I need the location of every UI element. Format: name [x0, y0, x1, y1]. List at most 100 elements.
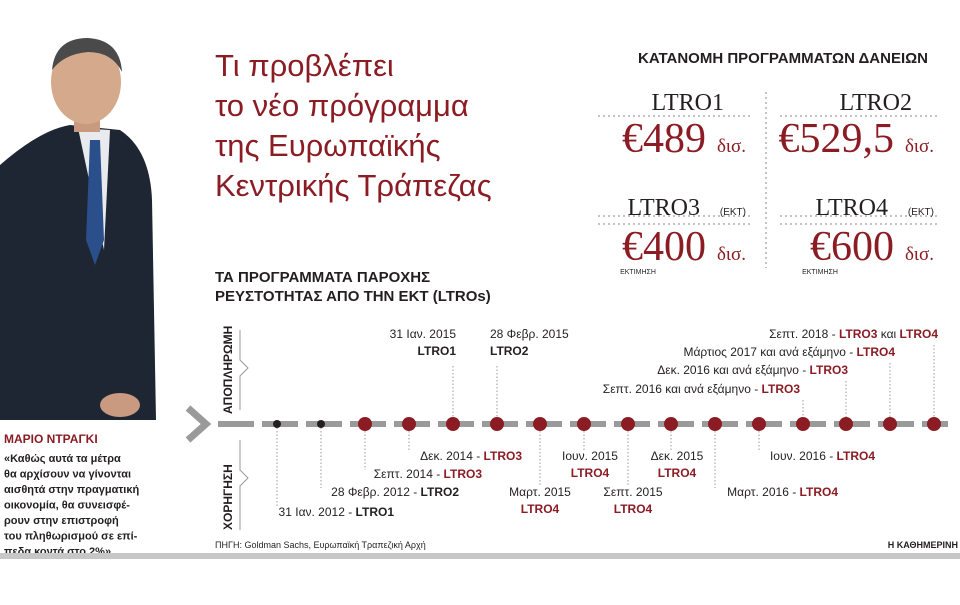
program-name: LTRO1 [652, 90, 724, 116]
label-part: Μάρτιος 2017 και ανά εξάμηνο - [683, 345, 853, 359]
label-part: Σεπτ. 2015 [603, 485, 662, 499]
timeline-label: Μαρτ. 2016 - LTRO4 [727, 485, 838, 499]
program-name: LTRO2 [840, 90, 912, 116]
label-part: LTRO4 [900, 327, 939, 341]
timeline-label: Μάρτιος 2017 και ανά εξάμηνο - LTRO4 [683, 345, 895, 359]
timeline-label: Σεπτ. 2016 και ανά εξάμηνο - LTRO3 [603, 382, 801, 396]
timeline-dot [273, 420, 281, 428]
timeline-label: Δεκ. 2014 - LTRO3 [420, 449, 522, 463]
label-part: Ιουν. 2016 - [770, 449, 833, 463]
timeline-label: LTRO4 [571, 466, 610, 480]
label-part: LTRO4 [521, 502, 560, 516]
timeline-heading: ΡΕΥΣΤΟΤΗΤΑΣ ΑΠΟ ΤΗΝ ΕΚΤ (LTROs) [215, 288, 491, 305]
label-part: LTRO2 [421, 485, 460, 499]
timeline-label: Σεπτ. 2014 - LTRO3 [374, 467, 483, 481]
title-line: Τι προβλέπει [215, 48, 394, 83]
program-note: (ΕΚΤ) [720, 207, 746, 218]
label-part: Ιουν. 2015 [562, 449, 618, 463]
amount: €400 [622, 224, 706, 270]
timeline-dot [446, 417, 460, 431]
timeline-dot [752, 417, 766, 431]
quote-line: αισθητά στην πραγματική [4, 484, 139, 496]
timeline-dot [839, 417, 853, 431]
label-part: Σεπτ. 2014 - [374, 467, 440, 481]
timeline-label: 31 Ιαν. 2012 - LTRO1 [279, 505, 395, 519]
label-part: LTRO3 [839, 327, 878, 341]
timeline-label: Ιουν. 2016 - LTRO4 [770, 449, 875, 463]
repayment-label: ΑΠΟΠΛΗΡΩΜΗ [221, 326, 235, 414]
label-part: LTRO4 [571, 466, 610, 480]
timeline-dot [796, 417, 810, 431]
timeline-dot [533, 417, 547, 431]
estimate: ΕΚΤΙΜΗΣΗ [620, 269, 656, 276]
program-name: LTRO3 [628, 195, 700, 221]
label-part: και [881, 327, 897, 341]
timeline-label: LTRO4 [658, 466, 697, 480]
timeline-label: LTRO4 [614, 502, 653, 516]
title-line: το νέο πρόγραμμα [215, 88, 469, 123]
timeline-dot [708, 417, 722, 431]
timeline-label: Σεπτ. 2018 - LTRO3 και LTRO4 [769, 327, 938, 341]
arrow [185, 405, 212, 443]
quote-line: «Καθώς αυτά τα μέτρα [4, 453, 121, 465]
label-part: LTRO2 [490, 344, 529, 358]
label-part: 31 Ιαν. 2015 [390, 327, 457, 341]
timeline-label: LTRO4 [521, 502, 560, 516]
amount: €529,5 [779, 116, 895, 162]
label-part: LTRO3 [444, 467, 483, 481]
title-line: Κεντρικής Τράπεζας [215, 168, 492, 203]
timeline-dot [490, 417, 504, 431]
amount: €489 [622, 116, 706, 162]
allocation-heading: ΚΑΤΑΝΟΜΗ ΠΡΟΓΡΑΜΜΑΤΩΝ ΔΑΝΕΙΩΝ [638, 50, 928, 67]
label-part: LTRO4 [658, 466, 697, 480]
label-part: Δεκ. 2015 [651, 449, 704, 463]
timeline-dot [927, 417, 941, 431]
timeline-label: Δεκ. 2015 [651, 449, 704, 463]
label-part: Σεπτ. 2018 - [769, 327, 835, 341]
timeline-heading: ΤΑ ΠΡΟΓΡΑΜΜΑΤΑ ΠΑΡΟΧΗΣ [215, 269, 430, 286]
photo [0, 0, 160, 425]
label-part: LTRO3 [484, 449, 523, 463]
timeline-dot [358, 417, 372, 431]
label-part: 28 Φεβρ. 2012 - [331, 485, 417, 499]
label-part: Δεκ. 2014 - [420, 449, 480, 463]
label-part: LTRO4 [857, 345, 896, 359]
timeline-label: Μαρτ. 2015 [509, 485, 571, 499]
label-part: LTRO4 [837, 449, 876, 463]
estimate: ΕΚΤΙΜΗΣΗ [802, 269, 838, 276]
allotment-label: ΧΟΡΗΓΗΣΗ [221, 464, 235, 530]
program-note: (ΕΚΤ) [908, 207, 934, 218]
timeline-dot [621, 417, 635, 431]
timeline-label: LTRO2 [490, 344, 529, 358]
timeline-label: 31 Ιαν. 2015 [390, 327, 457, 341]
timeline-dot [577, 417, 591, 431]
label-part: Μαρτ. 2015 [509, 485, 571, 499]
label-part: LTRO3 [762, 382, 801, 396]
label-part: LTRO1 [418, 344, 457, 358]
title-line: της Ευρωπαϊκής [215, 128, 441, 163]
quote-line: οικονομία, θα συνεισφέ- [4, 500, 130, 512]
axis-labels: ΑΠΟΠΛΗΡΩΜΗ ΧΟΡΗΓΗΣΗ [221, 326, 249, 530]
label-part: LTRO4 [614, 502, 653, 516]
label-part: 28 Φεβρ. 2015 [490, 327, 569, 341]
label-part: Μαρτ. 2016 - [727, 485, 796, 499]
timeline-label: 28 Φεβρ. 2012 - LTRO2 [331, 485, 459, 499]
timeline-label: Σεπτ. 2015 [603, 485, 662, 499]
amount-unit: δισ. [905, 136, 934, 157]
label-part: LTRO1 [356, 505, 395, 519]
timeline-label: 28 Φεβρ. 2015 [490, 327, 569, 341]
timeline-dot [317, 420, 325, 428]
timeline-label: Ιουν. 2015 [562, 449, 618, 463]
amount: €600 [810, 224, 894, 270]
quote-line: ρουν στην επιστροφή [4, 515, 119, 527]
credit: Η ΚΑΘΗΜΕΡΙΝΗ [888, 540, 958, 550]
timeline-dot [883, 417, 897, 431]
timeline-label: Δεκ. 2016 και ανά εξάμηνο - LTRO3 [657, 363, 848, 377]
label-part: LTRO4 [800, 485, 839, 499]
timeline-dot [402, 417, 416, 431]
label-part: Σεπτ. 2016 και ανά εξάμηνο - [603, 382, 758, 396]
source: ΠΗΓΗ: Goldman Sachs, Ευρωπαϊκή Τραπεζική… [215, 540, 426, 550]
amount-unit: δισ. [905, 244, 934, 265]
amount-unit: δισ. [717, 244, 746, 265]
